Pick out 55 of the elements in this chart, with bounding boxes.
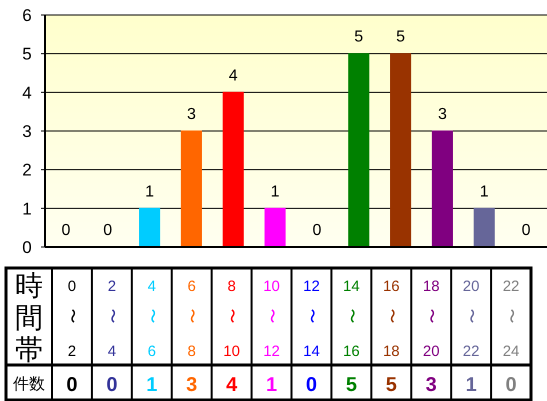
data-label: 5 xyxy=(396,28,406,46)
data-label: 3 xyxy=(186,106,196,123)
bar xyxy=(390,53,412,248)
data-label: 5 xyxy=(354,28,364,46)
text: 0 xyxy=(306,374,318,396)
y-tick-label: 2 xyxy=(22,160,32,180)
text: 1 xyxy=(466,374,477,396)
text: 0 xyxy=(68,278,76,295)
category-label: 8〜10 xyxy=(223,278,240,360)
data-label: 1 xyxy=(480,183,489,200)
category-label: 18〜20 xyxy=(422,278,440,360)
bar xyxy=(222,92,244,248)
category-label: 6〜8 xyxy=(183,278,200,360)
y-tick-label: 4 xyxy=(22,83,32,102)
category-label: 2〜4 xyxy=(103,278,120,360)
text: 3 xyxy=(426,374,437,396)
text: 1 xyxy=(266,374,278,396)
category-label: 14〜16 xyxy=(342,278,360,360)
text: 0 xyxy=(106,374,118,396)
data-label: 4 xyxy=(228,67,238,84)
category-label: 10〜12 xyxy=(263,278,280,360)
bar xyxy=(264,208,286,248)
bar xyxy=(432,130,453,248)
text: 3 xyxy=(186,374,198,396)
text: 0 xyxy=(66,374,78,396)
y-tick-label: 6 xyxy=(22,6,32,25)
category-label: 20〜22 xyxy=(462,278,480,360)
text: 1 xyxy=(146,374,158,396)
y-tick-label: 1 xyxy=(22,199,32,218)
data-label: 0 xyxy=(522,222,531,239)
text: 0 xyxy=(505,374,517,396)
bar xyxy=(180,130,202,248)
category-label: 16〜18 xyxy=(382,278,400,360)
y-tick-label: 5 xyxy=(22,44,32,64)
data-label: 0 xyxy=(103,222,112,239)
text: 4 xyxy=(148,278,156,295)
category-label: 〜2 xyxy=(63,308,80,360)
bar xyxy=(348,53,370,248)
category-label: 〜6 xyxy=(143,308,160,360)
bar xyxy=(474,208,495,248)
text: 5 xyxy=(386,374,397,396)
bar xyxy=(139,208,160,248)
text: 件数 xyxy=(13,376,45,393)
data-label: 0 xyxy=(312,222,322,239)
x-axis-title: 時間帯 xyxy=(15,270,43,365)
data-label: 0 xyxy=(61,222,70,239)
y-tick-label: 3 xyxy=(22,122,32,141)
y-tick-label: 0 xyxy=(22,238,32,257)
data-label: 1 xyxy=(145,183,154,200)
data-label: 3 xyxy=(438,106,447,123)
text: 5 xyxy=(346,374,357,396)
category-label: 22〜24 xyxy=(502,278,520,360)
text: 4 xyxy=(226,374,238,396)
data-label: 1 xyxy=(270,183,280,200)
category-label: 12〜14 xyxy=(302,278,320,360)
